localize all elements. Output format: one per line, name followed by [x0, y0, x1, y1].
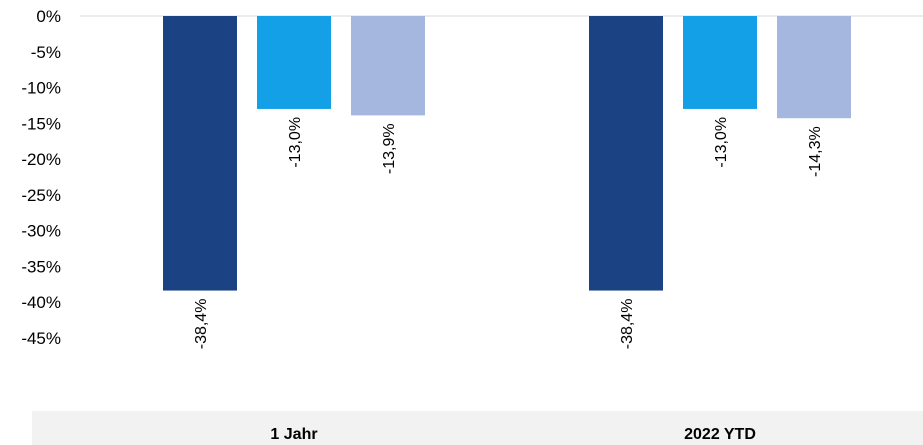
y-tick-label: -15% [21, 114, 61, 133]
y-tick-label: -30% [21, 222, 61, 241]
data-label: -13,9% [381, 123, 398, 174]
y-tick-label: -5% [31, 43, 61, 62]
data-label: -13,0% [287, 117, 304, 168]
y-axis: 0% -5% -10% -15% -20% -25% -30% -35% -40% -45% [21, 7, 61, 348]
y-tick-label: -40% [21, 293, 61, 312]
data-label: -13,0% [713, 117, 730, 168]
category-label: 2022 YTD [684, 426, 756, 443]
category-label: 1 Jahr [270, 426, 317, 443]
bar [777, 16, 851, 119]
y-tick-label: -10% [21, 79, 61, 98]
bar [257, 16, 331, 109]
data-label: -14,3% [807, 126, 824, 177]
data-label: -38,4% [619, 299, 636, 350]
y-tick-label: -20% [21, 150, 61, 169]
data-label: -38,4% [193, 299, 210, 350]
y-tick-label: -35% [21, 257, 61, 276]
category-band [32, 411, 923, 445]
bars [163, 16, 851, 291]
x-axis: 1 Jahr 2022 YTD [270, 426, 755, 443]
y-tick-label: -45% [21, 329, 61, 348]
y-tick-label: 0% [36, 7, 61, 26]
bar [163, 16, 237, 291]
bar [351, 16, 425, 116]
data-labels: -38,4% -38,4% -13,0% -13,0% -13,9% -14,3% [193, 117, 824, 349]
bar [683, 16, 757, 109]
bar [589, 16, 663, 291]
y-tick-label: -25% [21, 186, 61, 205]
